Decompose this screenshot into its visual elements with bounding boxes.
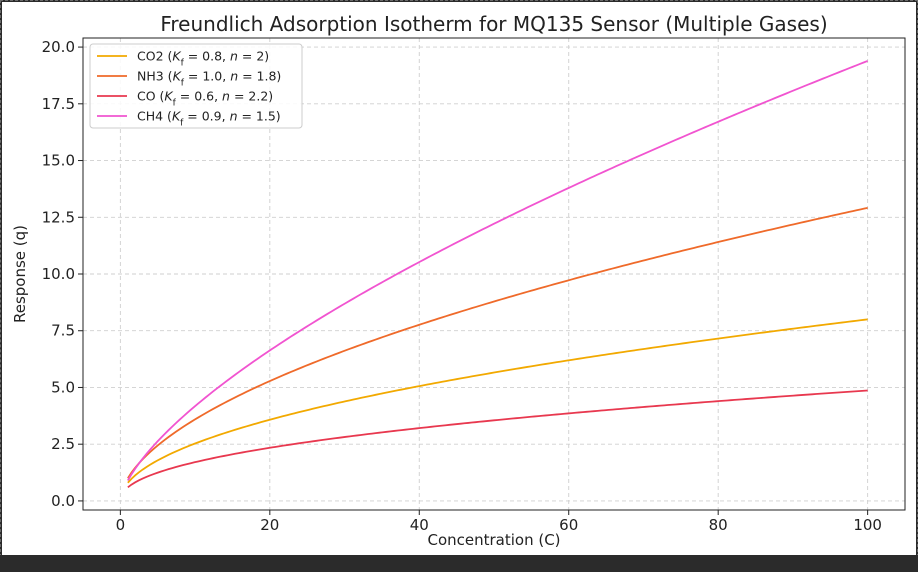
x-tick-label: 80 [709,516,728,534]
bottom-strip [0,555,918,572]
y-tick-label: 2.5 [51,435,75,453]
legend-entry-nh3: NH3 (Kf = 1.0, n = 1.8) [137,69,281,89]
axis-ticks: 0 20 40 60 80 100 0.0 2.5 5.0 7.5 10.0 12.5 15.0 17.5… [42,38,882,534]
y-tick-label: 17.5 [42,95,75,113]
y-tick-label: 20.0 [42,38,75,56]
chart-figure: Freundlich Adsorption Isotherm for MQ135… [2,2,916,555]
x-tick-label: 0 [116,516,126,534]
x-tick-label: 20 [260,516,279,534]
y-tick-label: 0.0 [51,492,75,510]
legend-entry-ch4: CH4 (Kf = 0.9, n = 1.5) [137,109,281,129]
series-line-nh3 [127,206,868,479]
legend: CO2 (Kf = 0.8, n = 2)NH3 (Kf = 1.0, n = … [89,43,303,129]
y-tick-label: 5.0 [51,378,75,396]
x-tick-label: 40 [410,516,429,534]
series-line-co [127,389,868,489]
x-tick-label: 60 [559,516,578,534]
y-tick-label: 12.5 [42,208,75,226]
legend-box [89,43,303,129]
y-tick-label: 15.0 [42,152,75,170]
x-tick-label: 100 [853,516,882,534]
chart-title: Freundlich Adsorption Isotherm for MQ135… [160,12,827,36]
legend-entry-co2: CO2 (Kf = 0.8, n = 2) [137,49,269,69]
series-lines [127,60,868,489]
y-tick-label: 10.0 [42,265,75,283]
y-tick-label: 7.5 [51,322,75,340]
y-axis-label: Response (q) [11,225,29,323]
series-line-ch4 [127,60,868,481]
line-chart: Freundlich Adsorption Isotherm for MQ135… [11,12,906,549]
legend-entry-co: CO (Kf = 0.6, n = 2.2) [137,89,273,109]
series-line-co2 [127,318,868,484]
x-axis-label: Concentration (C) [427,531,560,549]
